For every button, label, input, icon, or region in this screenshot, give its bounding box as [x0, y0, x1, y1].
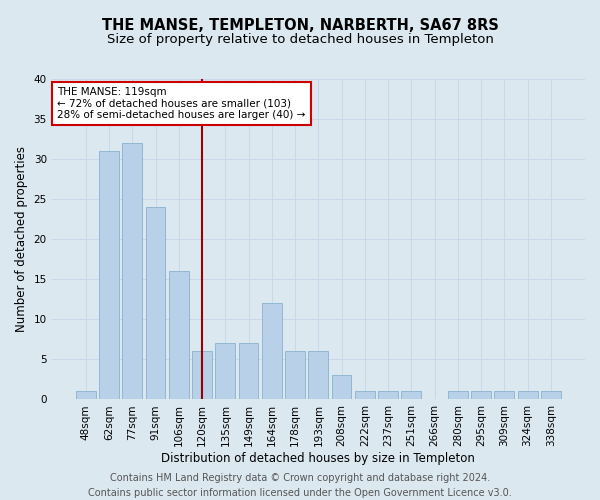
Bar: [99, 151, 119, 400]
Bar: [518, 392, 538, 400]
Bar: [355, 392, 375, 400]
Y-axis label: Number of detached properties: Number of detached properties: [15, 146, 28, 332]
Bar: [239, 344, 259, 400]
Bar: [146, 207, 166, 400]
Bar: [262, 304, 282, 400]
Bar: [76, 392, 95, 400]
Bar: [378, 392, 398, 400]
Text: Size of property relative to detached houses in Templeton: Size of property relative to detached ho…: [107, 32, 493, 46]
Bar: [169, 272, 188, 400]
Bar: [332, 376, 352, 400]
Bar: [471, 392, 491, 400]
Bar: [285, 352, 305, 400]
Bar: [215, 344, 235, 400]
Bar: [192, 352, 212, 400]
Bar: [541, 392, 561, 400]
Text: THE MANSE, TEMPLETON, NARBERTH, SA67 8RS: THE MANSE, TEMPLETON, NARBERTH, SA67 8RS: [101, 18, 499, 32]
X-axis label: Distribution of detached houses by size in Templeton: Distribution of detached houses by size …: [161, 452, 475, 465]
Bar: [448, 392, 468, 400]
Bar: [308, 352, 328, 400]
Text: Contains HM Land Registry data © Crown copyright and database right 2024.
Contai: Contains HM Land Registry data © Crown c…: [88, 472, 512, 498]
Bar: [494, 392, 514, 400]
Bar: [401, 392, 421, 400]
Text: THE MANSE: 119sqm
← 72% of detached houses are smaller (103)
28% of semi-detache: THE MANSE: 119sqm ← 72% of detached hous…: [57, 87, 305, 120]
Bar: [122, 143, 142, 400]
